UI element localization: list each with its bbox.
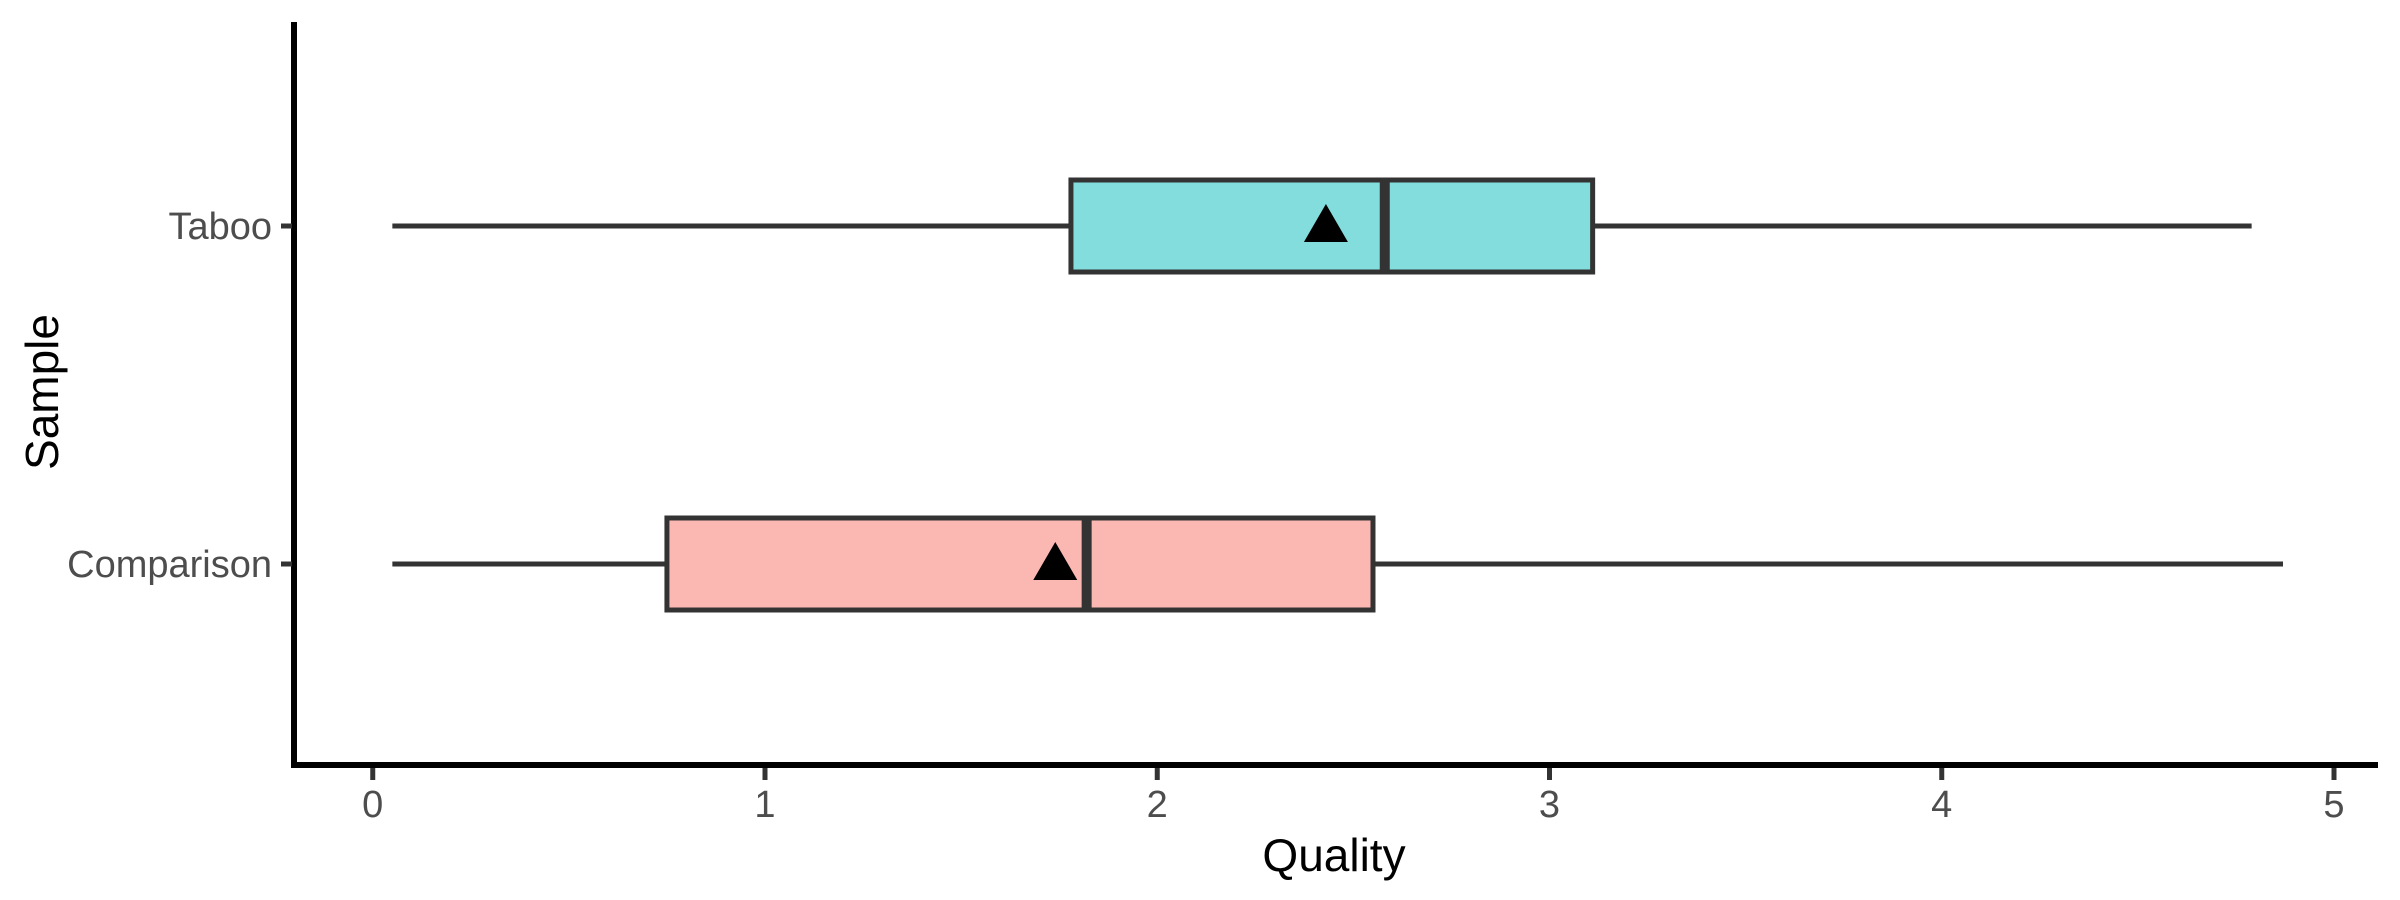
taboo-mean-triangle-icon (1303, 204, 1348, 242)
comparison-mean-triangle-icon (1033, 542, 1078, 580)
comparison-box (664, 515, 1376, 613)
x-tick-label: 5 (2323, 784, 2344, 826)
x-axis-title: Quality (1262, 829, 1406, 881)
x-tick-label: 2 (1147, 784, 1168, 826)
y-tick-label-comparison: Comparison (67, 544, 272, 586)
y-tick-label-taboo: Taboo (168, 206, 272, 248)
x-tick-label: 4 (1931, 784, 1952, 826)
x-tick-label: 1 (754, 784, 775, 826)
x-tick-label: 0 (362, 784, 383, 826)
y-axis-title: Sample (16, 314, 68, 470)
x-tick-label: 3 (1539, 784, 1560, 826)
